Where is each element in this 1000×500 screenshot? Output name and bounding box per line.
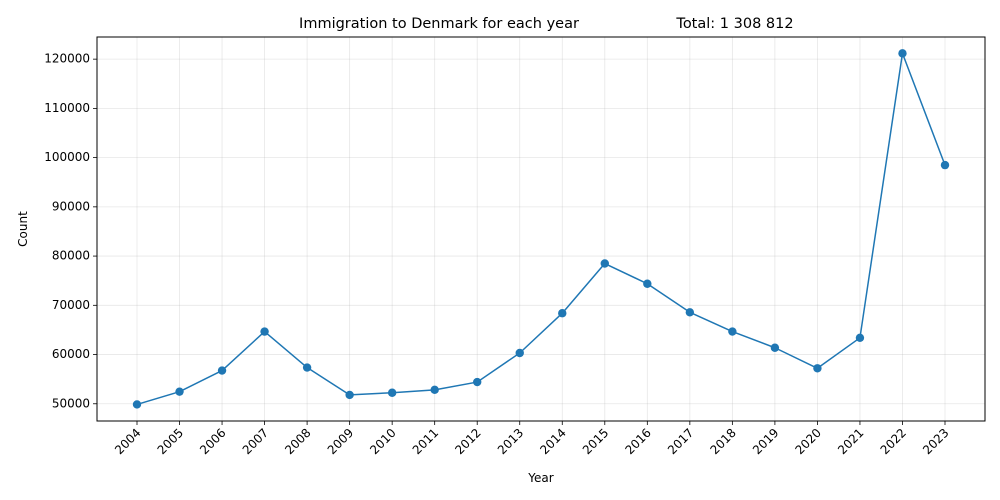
data-point xyxy=(515,348,524,358)
x-tick-label: 2018 xyxy=(707,426,738,457)
data-point xyxy=(728,327,737,336)
x-tick-label: 2006 xyxy=(197,426,228,457)
data-point xyxy=(345,390,354,400)
x-tick-label: 2010 xyxy=(367,426,398,457)
data-point xyxy=(260,327,269,336)
x-tick-label: 2007 xyxy=(240,426,271,457)
data-point xyxy=(940,160,950,170)
data-point xyxy=(430,385,439,395)
x-tick-label: 2012 xyxy=(452,426,483,457)
data-point xyxy=(600,259,609,268)
x-tick-label: 2022 xyxy=(878,426,909,457)
x-axis-label: Year xyxy=(527,471,553,485)
x-tick-label: 2008 xyxy=(282,426,313,457)
x-tick-label: 2004 xyxy=(112,426,143,457)
chart-subtitle: Total: 1 308 812 xyxy=(675,16,793,32)
x-tick-label: 2015 xyxy=(580,426,611,457)
x-tick-label: 2019 xyxy=(750,426,781,457)
x-tick-label: 2016 xyxy=(622,426,653,457)
x-tick-label: 2013 xyxy=(495,426,526,457)
data-point xyxy=(643,279,652,288)
data-point xyxy=(175,387,184,396)
x-tick-label: 2021 xyxy=(835,426,866,457)
series-line xyxy=(136,52,946,406)
x-tick-label: 2014 xyxy=(537,426,568,457)
data-point xyxy=(813,364,822,373)
y-tick-label: 110000 xyxy=(44,101,90,115)
series-layer xyxy=(132,49,950,409)
data-point xyxy=(217,366,227,375)
y-tick-label: 50000 xyxy=(52,396,90,410)
y-tick-label: 100000 xyxy=(44,150,90,164)
x-tick-label: 2011 xyxy=(410,426,441,457)
y-axis-label: Count xyxy=(16,211,30,247)
plot-frame xyxy=(96,36,986,422)
x-tick-label: 2005 xyxy=(155,426,186,457)
x-tick-label: 2020 xyxy=(793,426,824,457)
data-point xyxy=(558,309,567,318)
ticks-layer: 2004 2005 2006 2007 2008 2009 2010 2011 2012 2013… xyxy=(44,52,951,458)
y-tick-label: 90000 xyxy=(52,199,90,213)
y-tick-label: 120000 xyxy=(44,52,90,66)
data-point xyxy=(770,343,780,352)
data-point xyxy=(387,388,397,397)
data-point xyxy=(898,49,907,58)
x-tick-label: 2023 xyxy=(920,426,951,457)
data-point xyxy=(855,333,865,342)
x-tick-label: 2009 xyxy=(325,426,356,457)
y-tick-label: 70000 xyxy=(52,298,90,312)
data-point xyxy=(132,400,142,409)
data-point xyxy=(473,377,482,387)
y-tick-label: 60000 xyxy=(52,347,90,361)
x-tick-label: 2017 xyxy=(665,426,696,457)
data-point xyxy=(685,308,695,317)
data-point xyxy=(302,363,312,372)
y-tick-label: 80000 xyxy=(52,249,90,263)
chart-title: Immigration to Denmark for each year xyxy=(299,16,579,32)
